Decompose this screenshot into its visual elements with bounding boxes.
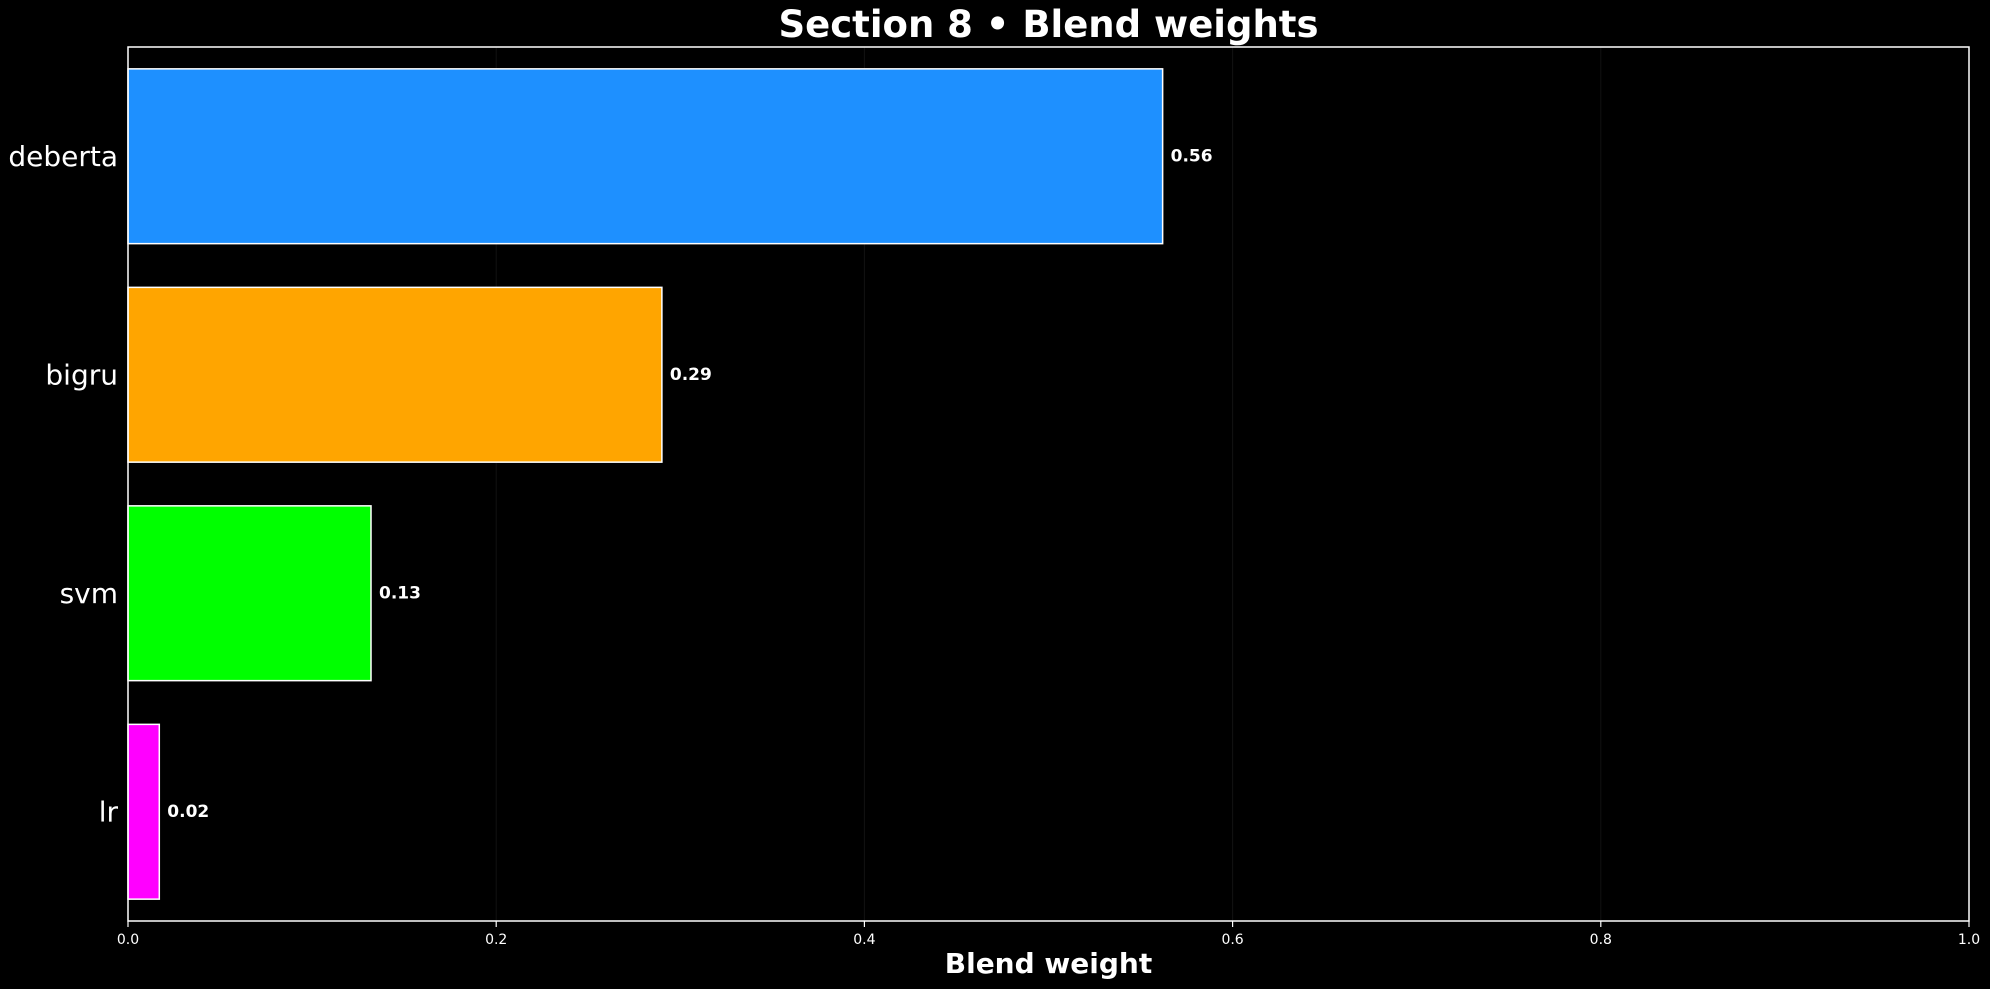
x-tick-label: 0.8 xyxy=(1590,932,1612,948)
x-tick-label: 0.0 xyxy=(117,932,139,948)
x-axis-ticks: 0.0 0.2 0.4 0.6 0.8 1.0 xyxy=(117,921,1980,948)
value-label-bigru: 0.29 xyxy=(670,365,712,385)
category-label-deberta: deberta xyxy=(8,140,118,173)
x-tick-label: 0.2 xyxy=(485,932,507,948)
value-label-deberta: 0.56 xyxy=(1171,146,1213,166)
x-tick-label: 0.6 xyxy=(1221,932,1243,948)
x-tick-label: 1.0 xyxy=(1958,932,1980,948)
bar-deberta xyxy=(127,68,1164,245)
category-label-lr: lr xyxy=(99,795,119,828)
category-label-svm: svm xyxy=(60,577,118,610)
bars xyxy=(127,68,1164,900)
value-labels: 0.56 0.29 0.13 0.02 xyxy=(167,146,1212,822)
x-tick-label: 0.4 xyxy=(853,932,875,948)
plot-frame xyxy=(127,46,1970,922)
value-label-lr: 0.02 xyxy=(167,802,209,822)
value-label-svm: 0.13 xyxy=(379,583,421,603)
bar-svm xyxy=(127,505,372,682)
x-axis-label: Blend weight xyxy=(945,947,1152,980)
chart-title: Section 8 • Blend weights xyxy=(778,3,1318,46)
category-labels: deberta bigru svm lr xyxy=(8,140,118,829)
bar-bigru xyxy=(127,286,663,463)
bar-lr xyxy=(127,723,161,900)
category-label-bigru: bigru xyxy=(45,358,118,391)
